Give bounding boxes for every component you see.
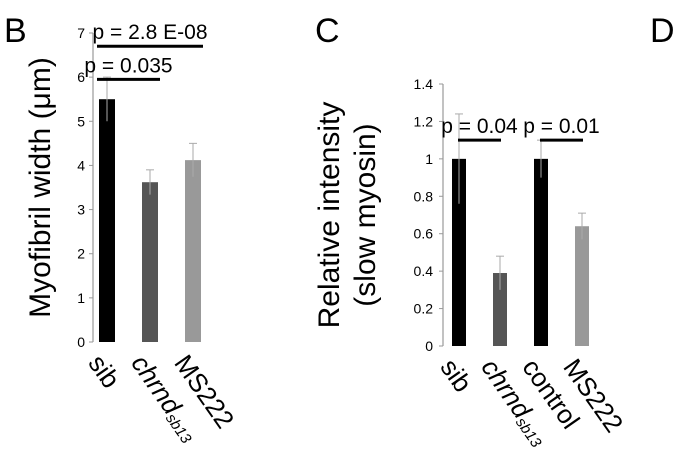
- bar: [534, 158, 548, 346]
- y-tick-label: 0.2: [414, 301, 434, 317]
- y-tick-label: 1: [77, 290, 85, 306]
- y-axis-label-line: Relative intensity: [313, 102, 346, 329]
- panel-letter-c: C: [315, 12, 340, 50]
- y-tick-label: 0.8: [414, 188, 434, 204]
- p-value-label: p = 0.04: [441, 115, 518, 138]
- p-value-label: p = 0.035: [84, 54, 172, 77]
- bar: [575, 226, 589, 346]
- category-label: sib: [82, 349, 126, 393]
- y-tick-label: 6: [77, 69, 85, 85]
- category-subscript: sb13: [162, 411, 195, 448]
- y-tick-label: 3: [77, 202, 85, 218]
- y-tick-label: 0.6: [414, 226, 434, 242]
- y-tick-label: 2: [77, 246, 85, 262]
- bar: [185, 160, 201, 342]
- y-tick-label: 5: [77, 113, 85, 129]
- bar: [452, 158, 466, 346]
- p-value-label: p = 2.8 E-08: [93, 21, 208, 44]
- category-subscript: sb13: [512, 415, 545, 452]
- y-tick-label: 0: [77, 334, 85, 350]
- bar: [99, 99, 115, 342]
- y-tick-label: 1.4: [414, 76, 434, 92]
- y-tick-label: 4: [77, 157, 85, 173]
- y-tick-label: 7: [77, 25, 85, 41]
- y-axis-label-line: (slow myosin): [349, 123, 382, 306]
- y-tick-label: 0.4: [414, 263, 434, 279]
- category-label: sib: [434, 353, 478, 397]
- y-tick-label: 1.2: [414, 113, 434, 129]
- chart-panel-b: 0 1 2 3 4 5 6 7 Myofibril width (μm) p = 0.035 p =…: [24, 21, 240, 447]
- category-name: sib: [82, 349, 126, 393]
- bar: [493, 273, 507, 346]
- y-tick-label: 1: [425, 151, 433, 167]
- p-value-label: p = 0.01: [523, 115, 599, 138]
- y-tick-label: 0: [425, 338, 433, 354]
- category-name: sib: [434, 353, 478, 397]
- y-axis-label: Myofibril width (μm): [24, 57, 57, 318]
- panel-letter-b: B: [4, 12, 27, 50]
- bar: [142, 182, 158, 342]
- chart-panel-c: 0 0.2 0.4 0.6 0.8 1 1.2 1.4 Relative intensity (s…: [313, 76, 629, 452]
- panel-letter-d: D: [650, 12, 675, 50]
